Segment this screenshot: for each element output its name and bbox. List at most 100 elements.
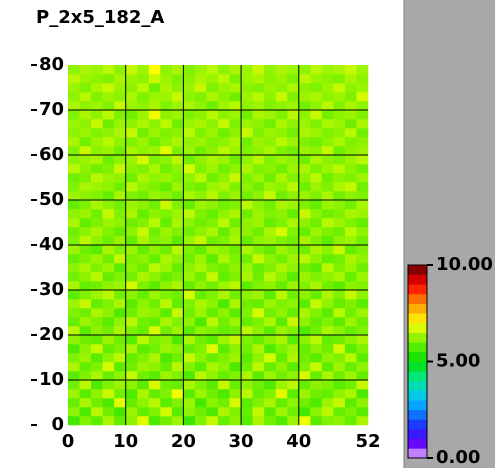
heat-cell [171, 407, 184, 417]
heat-cell [287, 353, 300, 363]
heat-cell [287, 236, 300, 246]
heat-cell [218, 128, 230, 138]
heat-cell [194, 281, 207, 291]
heat-cell [252, 344, 265, 354]
heat-cell [344, 290, 357, 300]
heat-cell [125, 344, 138, 354]
heat-cell [160, 344, 173, 354]
heat-cell [287, 146, 300, 156]
heat-cell [264, 101, 276, 111]
heat-cell [194, 254, 207, 264]
heat-cell [218, 380, 230, 390]
heat-cell [264, 263, 276, 273]
heat-cell [229, 272, 242, 282]
heat-cell [91, 200, 103, 210]
heat-cell [275, 317, 288, 327]
heat-cell [218, 83, 230, 93]
heat-cell [218, 326, 230, 336]
heat-cell [68, 326, 80, 336]
heat-cell [310, 128, 323, 138]
heat-cell [218, 92, 230, 102]
heat-cell [114, 407, 126, 417]
heat-cell [333, 362, 346, 372]
heat-cell [137, 128, 150, 138]
heat-cell [218, 416, 230, 426]
heat-cell [137, 155, 150, 165]
heat-cell [356, 335, 369, 345]
heat-cell [91, 236, 103, 246]
heat-cell [310, 101, 323, 111]
heat-cell [137, 236, 150, 246]
heat-cell [91, 119, 103, 129]
heat-cell [344, 308, 357, 318]
heat-cell [194, 317, 207, 327]
heat-cell [298, 92, 311, 102]
heat-cell [287, 290, 300, 300]
heat-cell [310, 335, 323, 345]
heat-cell [310, 353, 323, 363]
heat-cell [275, 92, 288, 102]
heat-cell [114, 101, 126, 111]
heat-cell [206, 380, 219, 390]
heat-cell [310, 209, 323, 219]
heat-cell [102, 110, 115, 120]
heat-cell [275, 101, 288, 111]
heat-cell [79, 146, 92, 156]
heat-cell [160, 110, 173, 120]
colorbar-band [408, 313, 427, 324]
heat-cell [275, 236, 288, 246]
heat-cell [68, 407, 80, 417]
heat-cell [287, 110, 300, 120]
colorbar-band [408, 400, 427, 411]
heat-cell [68, 290, 80, 300]
heat-cell [171, 155, 184, 165]
heat-cell [137, 344, 150, 354]
heat-cell [252, 371, 265, 381]
heat-cell [218, 191, 230, 201]
heat-cell [218, 227, 230, 237]
heat-cell [218, 101, 230, 111]
heat-cell [310, 146, 323, 156]
heat-cell [333, 182, 346, 192]
heat-cell [137, 326, 150, 336]
heat-cell [333, 164, 346, 174]
heat-cell [125, 173, 138, 183]
y-tick-label: 0 [51, 414, 64, 435]
heat-cell [183, 380, 196, 390]
heat-cell [333, 245, 346, 255]
heat-cell [356, 245, 369, 255]
heat-cell [264, 146, 276, 156]
heat-cell [79, 92, 92, 102]
heat-cell [287, 407, 300, 417]
heat-cell [183, 263, 196, 273]
heat-cell [171, 128, 184, 138]
heat-cell [252, 353, 265, 363]
heat-cell [68, 209, 80, 219]
heat-cell [287, 137, 300, 147]
heat-cell [114, 146, 126, 156]
heat-cell [160, 335, 173, 345]
heat-cell [287, 317, 300, 327]
heat-cell [241, 353, 253, 363]
heat-cell [333, 173, 346, 183]
heat-cell [206, 218, 219, 228]
heat-cell [287, 209, 300, 219]
heat-cell [275, 308, 288, 318]
heat-cell [171, 272, 184, 282]
heat-cell [91, 290, 103, 300]
heat-cell [275, 281, 288, 291]
heat-cell [183, 182, 196, 192]
heat-cell [229, 146, 242, 156]
heat-cell [241, 200, 253, 210]
heat-cell [194, 191, 207, 201]
heat-cell [125, 101, 138, 111]
heat-cell [356, 254, 369, 264]
heat-cell [287, 155, 300, 165]
heat-cell [229, 290, 242, 300]
heat-cell [229, 227, 242, 237]
heat-cell [183, 128, 196, 138]
heat-cell [91, 254, 103, 264]
heat-cell [171, 65, 184, 75]
heat-cell [102, 209, 115, 219]
heat-cell [206, 326, 219, 336]
